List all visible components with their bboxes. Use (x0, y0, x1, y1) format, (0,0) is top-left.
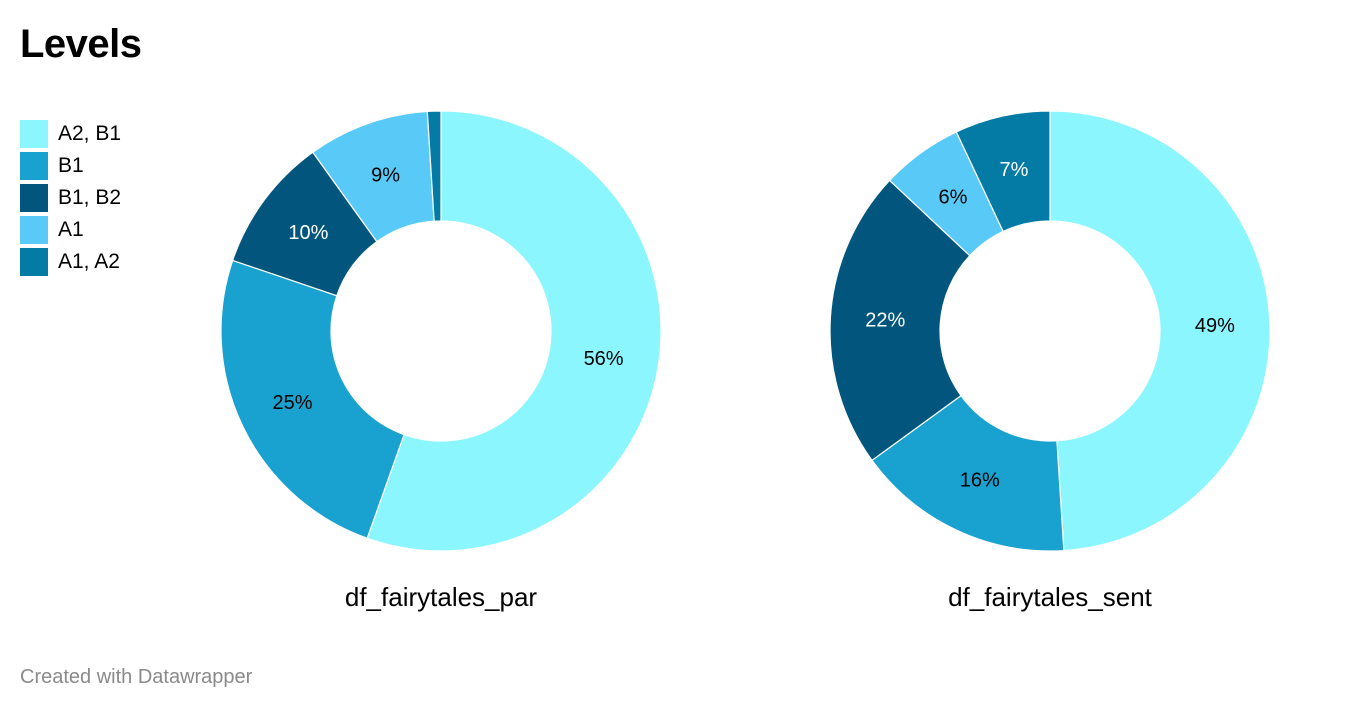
slice-label: 7% (1000, 159, 1029, 181)
slice-label: 22% (865, 310, 905, 332)
slice-label: 49% (1195, 315, 1235, 337)
donut-slice (871, 394, 1065, 552)
donut-slice (220, 259, 405, 540)
slice-label: 25% (272, 392, 312, 414)
legend-label: A1 (58, 218, 84, 241)
legend-swatch (20, 216, 48, 244)
slice-label: 9% (371, 165, 400, 187)
donut-slice (366, 110, 662, 552)
slice-label: 16% (960, 469, 1000, 491)
donut-slice (829, 179, 971, 462)
legend-item: A1 (20, 214, 121, 246)
slice-label: 10% (288, 222, 328, 244)
legend-label: B1 (58, 154, 84, 177)
legend: A2, B1 B1 B1, B2 A1 A1, A2 (20, 118, 121, 278)
footer-credit: Created with Datawrapper (20, 666, 253, 688)
legend-item: B1 (20, 150, 121, 182)
chart-caption: df_fairytales_par (345, 582, 538, 612)
legend-swatch (20, 184, 48, 212)
legend-item: B1, B2 (20, 182, 121, 214)
slice-label: 6% (939, 187, 968, 209)
chart-title: Levels (20, 22, 142, 66)
legend-swatch (20, 152, 48, 180)
donut-chart: 56% 25% 10% 9% df_fairytales_par (220, 110, 662, 612)
legend-label: B1, B2 (58, 186, 122, 209)
legend-item: A1, A2 (20, 246, 121, 278)
donut-chart: 49% 16% 22% 6% 7% df_fairytales_sent (829, 110, 1271, 612)
slice-label: 56% (584, 348, 624, 370)
donut-slice (426, 110, 442, 222)
donut-slice (955, 110, 1051, 233)
legend-label: A2, B1 (58, 122, 122, 145)
donut-slice (1049, 110, 1271, 552)
legend-swatch (20, 248, 48, 276)
legend-swatch (20, 120, 48, 148)
chart-caption: df_fairytales_sent (948, 582, 1153, 612)
legend-item: A2, B1 (20, 118, 121, 150)
legend-label: A1, A2 (58, 250, 120, 273)
